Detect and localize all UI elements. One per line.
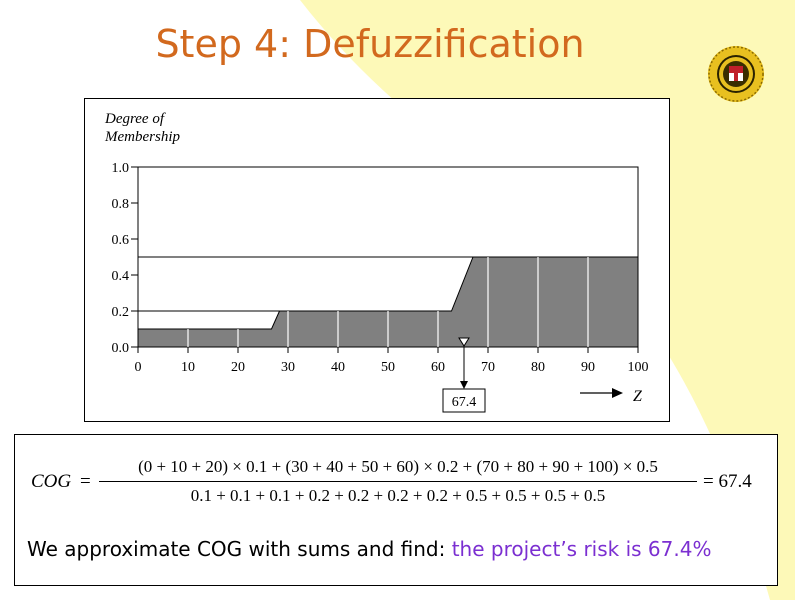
conclusion-lead: We approximate COG with sums and find: (27, 537, 452, 561)
ylabel-line-1: Degree of (104, 111, 166, 127)
slide-title: Step 4: Defuzzification (155, 22, 585, 66)
y-tick-label: 0.0 (112, 341, 130, 356)
university-seal-icon (708, 46, 764, 102)
y-tick-label: 0.4 (112, 269, 130, 284)
ylabel-line-2: Membership (104, 129, 180, 145)
x-tick-label: 20 (231, 360, 245, 375)
cog-value-box (442, 388, 486, 413)
x-tick-label: 90 (581, 360, 595, 375)
x-tick-label: 80 (531, 360, 545, 375)
conclusion-highlight: the project’s risk is 67.4% (451, 537, 712, 561)
formula-box: COG = (0 + 10 + 20) × 0.1 + (30 + 40 + 5… (14, 434, 778, 586)
x-tick-label: 70 (481, 360, 495, 375)
z-axis-arrow-head (612, 388, 623, 398)
cog-marker-triangle (458, 337, 470, 347)
membership-chart: Degree of Membership Z 0.0 0.2 0.4 0.6 0.8 1.… (104, 111, 649, 413)
cog-value-label: 67.4 (452, 395, 477, 410)
y-tick-label: 0.8 (112, 197, 130, 212)
fraction-bar (99, 481, 697, 482)
formula-lhs: COG (31, 471, 72, 492)
chart-frame: Degree of Membership Z 0.0 0.2 0.4 0.6 0.8 1.… (84, 98, 670, 422)
membership-area (137, 256, 639, 348)
y-tick-label: 0.2 (112, 305, 130, 320)
conclusion-text: We approximate COG with sums and find: t… (27, 537, 711, 561)
formula-equals: = (80, 471, 91, 492)
x-tick-label: 50 (381, 360, 395, 375)
formula-result: = 67.4 (703, 471, 752, 492)
x-tick-label: 30 (281, 360, 295, 375)
x-tick-label: 0 (135, 360, 142, 375)
y-tick-label: 0.6 (112, 233, 130, 248)
x-tick-label: 60 (431, 360, 445, 375)
x-tick-label: 100 (628, 360, 649, 375)
y-tick-label: 1.0 (112, 161, 130, 176)
x-tick-label: 40 (331, 360, 345, 375)
x-tick-label: 10 (181, 360, 195, 375)
formula-numerator: (0 + 10 + 20) × 0.1 + (30 + 40 + 50 + 60… (138, 457, 658, 476)
cog-marker-arrow (460, 381, 468, 389)
formula-denominator: 0.1 + 0.1 + 0.1 + 0.2 + 0.2 + 0.2 + 0.2 … (190, 486, 606, 505)
xlabel: Z (633, 388, 643, 405)
